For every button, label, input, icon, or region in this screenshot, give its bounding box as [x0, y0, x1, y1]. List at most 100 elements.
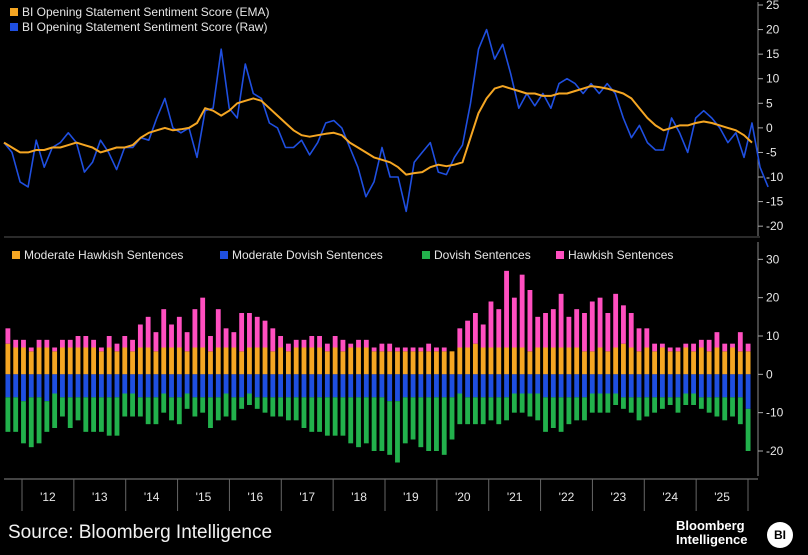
top-y-tick-label: 5: [766, 96, 773, 110]
bar-hawkish: [332, 336, 338, 348]
bar-moderate-dovish: [434, 374, 439, 398]
bar-hawkish: [114, 343, 120, 352]
bar-group: [410, 347, 416, 440]
bar-moderate-hawkish: [208, 351, 213, 375]
bar-group: [737, 332, 743, 425]
logo-line-2: Intelligence: [676, 532, 748, 547]
bar-moderate-hawkish: [511, 347, 517, 375]
bi-badge-icon: BI: [767, 522, 793, 548]
bar-moderate-hawkish: [153, 351, 159, 375]
bar-moderate-dovish: [44, 374, 50, 402]
bar-moderate-dovish: [356, 374, 361, 398]
bar-moderate-hawkish: [52, 351, 58, 375]
bar-dovish: [285, 397, 291, 421]
bar-moderate-dovish: [613, 374, 619, 394]
bar-hawkish: [356, 339, 361, 348]
bar-hawkish: [589, 301, 595, 352]
bar-hawkish: [543, 313, 548, 348]
x-tick-label: '22: [559, 490, 575, 504]
legend-swatch-bar: [12, 251, 20, 259]
bar-group: [371, 347, 377, 451]
bar-dovish: [636, 397, 642, 421]
bar-moderate-hawkish: [488, 347, 494, 375]
x-tick-label: '16: [248, 490, 264, 504]
bar-moderate-hawkish: [434, 351, 439, 375]
bar-hawkish: [566, 316, 572, 348]
bar-hawkish: [480, 324, 486, 348]
x-tick-label: '18: [351, 490, 367, 504]
bar-group: [239, 313, 245, 409]
bar-moderate-dovish: [130, 374, 135, 394]
bar-moderate-hawkish: [98, 351, 104, 375]
bar-group: [52, 347, 58, 428]
bar-moderate-dovish: [340, 374, 346, 398]
bar-moderate-hawkish: [691, 351, 696, 375]
legend-label-bar: Dovish Sentences: [434, 248, 531, 262]
bar-hawkish: [184, 332, 190, 352]
bottom-y-tick-label: -10: [766, 406, 784, 420]
legend-swatch-bar: [422, 251, 430, 259]
bar-dovish: [745, 408, 751, 451]
bar-group: [535, 316, 541, 421]
bar-dovish: [122, 393, 128, 417]
bar-dovish: [675, 397, 681, 413]
bar-dovish: [698, 397, 704, 409]
bar-moderate-hawkish: [465, 347, 471, 375]
bar-dovish: [28, 397, 34, 448]
bar-moderate-dovish: [215, 374, 221, 398]
bar-dovish: [706, 397, 712, 413]
bar-hawkish: [293, 339, 299, 348]
bar-moderate-dovish: [550, 374, 556, 398]
bar-group: [722, 343, 728, 421]
bar-hawkish: [667, 347, 673, 352]
bar-moderate-dovish: [363, 374, 369, 398]
bar-moderate-dovish: [153, 374, 159, 398]
bar-moderate-dovish: [223, 374, 229, 394]
bar-moderate-hawkish: [169, 347, 174, 375]
bar-dovish: [566, 397, 572, 425]
bar-hawkish: [208, 336, 213, 352]
bar-dovish: [418, 397, 424, 448]
bar-dovish: [91, 397, 97, 432]
bar-hawkish: [36, 339, 42, 348]
bar-hawkish: [527, 290, 533, 352]
bar-group: [122, 336, 128, 417]
bar-moderate-dovish: [270, 374, 276, 398]
bar-moderate-dovish: [504, 374, 509, 398]
bar-moderate-dovish: [106, 374, 112, 398]
bar-group: [270, 328, 276, 417]
bar-moderate-hawkish: [176, 347, 182, 375]
bar-moderate-hawkish: [21, 347, 26, 375]
bar-group: [652, 343, 658, 413]
bar-moderate-dovish: [5, 374, 11, 398]
bar-moderate-hawkish: [223, 347, 229, 375]
bar-moderate-hawkish: [340, 351, 346, 375]
bar-hawkish: [652, 343, 658, 352]
top-y-tick-label: 10: [766, 72, 780, 86]
bar-moderate-hawkish: [737, 351, 743, 375]
bar-moderate-dovish: [558, 374, 564, 398]
bar-moderate-hawkish: [628, 347, 634, 375]
bar-dovish: [402, 397, 408, 444]
bar-group: [348, 343, 354, 444]
top-y-tick-label: -10: [766, 170, 784, 184]
legend-label-bar: Moderate Dovish Sentences: [232, 248, 383, 262]
bar-hawkish: [285, 343, 291, 352]
bar-group: [644, 328, 650, 417]
bar-group: [223, 328, 229, 417]
bar-moderate-dovish: [730, 374, 735, 398]
bar-moderate-dovish: [317, 374, 322, 398]
bar-moderate-dovish: [60, 374, 65, 398]
bar-moderate-hawkish: [28, 351, 34, 375]
bar-dovish: [605, 393, 611, 413]
bar-dovish: [130, 393, 135, 417]
bar-hawkish: [628, 313, 634, 348]
bar-dovish: [371, 397, 377, 451]
bottom-y-tick-label: 30: [766, 252, 780, 266]
bar-moderate-dovish: [122, 374, 128, 394]
x-tick-label: '14: [144, 490, 160, 504]
bar-dovish: [504, 397, 509, 421]
bar-hawkish: [200, 297, 206, 348]
bar-group: [254, 316, 260, 409]
bar-dovish: [659, 397, 665, 409]
